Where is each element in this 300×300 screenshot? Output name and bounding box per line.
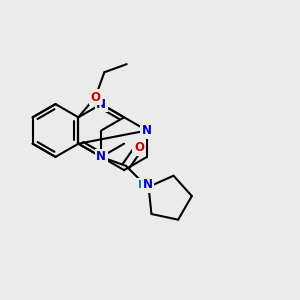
Text: H: H [138,180,147,190]
Text: O: O [90,91,100,103]
Text: N: N [96,98,106,111]
Text: O: O [134,141,144,154]
Text: N: N [142,124,152,137]
Text: N: N [96,150,106,164]
Text: N: N [143,178,153,191]
